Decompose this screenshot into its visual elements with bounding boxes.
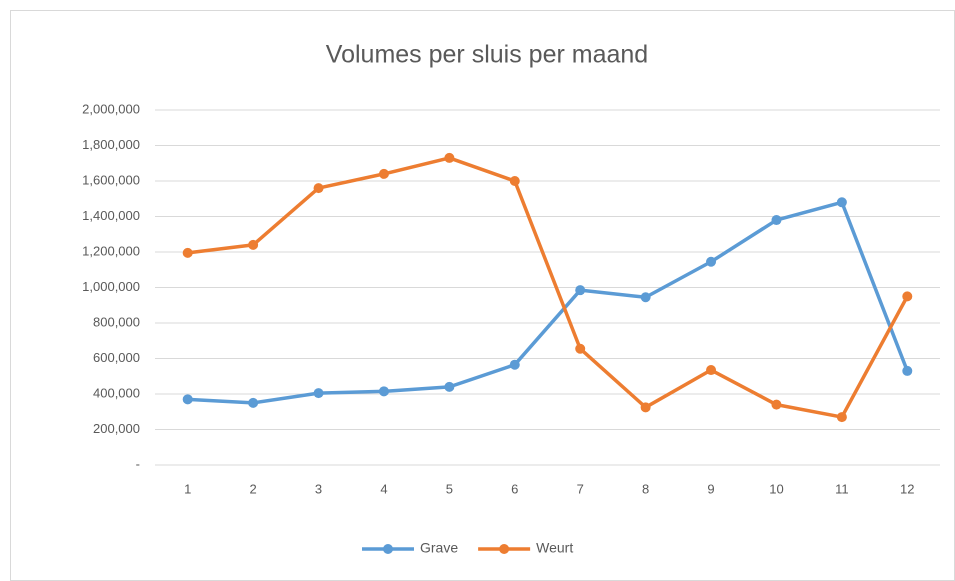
y-tick-label: -: [136, 456, 140, 471]
legend-label: Grave: [420, 540, 458, 556]
x-tick-label: 3: [315, 481, 322, 496]
x-tick-label: 6: [511, 481, 518, 496]
legend-label: Weurt: [536, 540, 573, 556]
marker: [640, 402, 651, 413]
marker: [444, 152, 455, 163]
marker: [378, 168, 389, 179]
marker: [836, 412, 847, 423]
marker: [902, 365, 913, 376]
line: [187, 200, 909, 405]
x-tick-label: 11: [835, 481, 849, 496]
marker: [902, 291, 913, 302]
x-tick-label: 1: [184, 481, 191, 496]
marker: [313, 388, 324, 399]
line: [187, 156, 909, 419]
marker: [640, 292, 651, 303]
y-tick-label: 1,200,000: [82, 243, 140, 258]
y-tick-label: 800,000: [93, 314, 140, 329]
marker: [313, 183, 324, 194]
x-tick-label: 9: [707, 481, 714, 496]
marker: [575, 343, 586, 354]
x-tick-label: 2: [250, 481, 257, 496]
x-tick-label: 5: [446, 481, 453, 496]
marker: [378, 386, 389, 397]
marker: [575, 285, 586, 296]
x-tick-label: 7: [577, 481, 584, 496]
x-tick-label: 12: [900, 481, 914, 496]
chart-frame: [10, 10, 955, 581]
y-tick-label: 1,000,000: [82, 279, 140, 294]
marker: [836, 197, 847, 208]
marker: [771, 399, 782, 410]
y-tick-label: 400,000: [93, 385, 140, 400]
marker: [182, 247, 193, 258]
y-tick-label: 1,400,000: [82, 208, 140, 223]
marker: [706, 256, 717, 267]
marker: [444, 381, 455, 392]
marker: [182, 394, 193, 405]
marker: [771, 215, 782, 226]
marker: [706, 365, 717, 376]
x-tick-label: 4: [380, 481, 387, 496]
marker: [509, 176, 520, 186]
legend-marker: [499, 544, 510, 554]
y-tick-label: 2,000,000: [82, 101, 140, 116]
y-tick-label: 600,000: [93, 350, 140, 365]
marker: [509, 359, 520, 370]
x-tick-label: 8: [642, 481, 649, 496]
x-tick-label: 10: [769, 481, 783, 496]
chart-title: Volumes per sluis per maand: [326, 41, 648, 69]
y-tick-label: 1,800,000: [82, 137, 140, 152]
y-tick-label: 200,000: [93, 421, 140, 436]
marker: [248, 239, 259, 250]
y-tick-label: 1,600,000: [82, 172, 140, 187]
legend-marker: [383, 544, 393, 554]
marker: [248, 397, 259, 408]
